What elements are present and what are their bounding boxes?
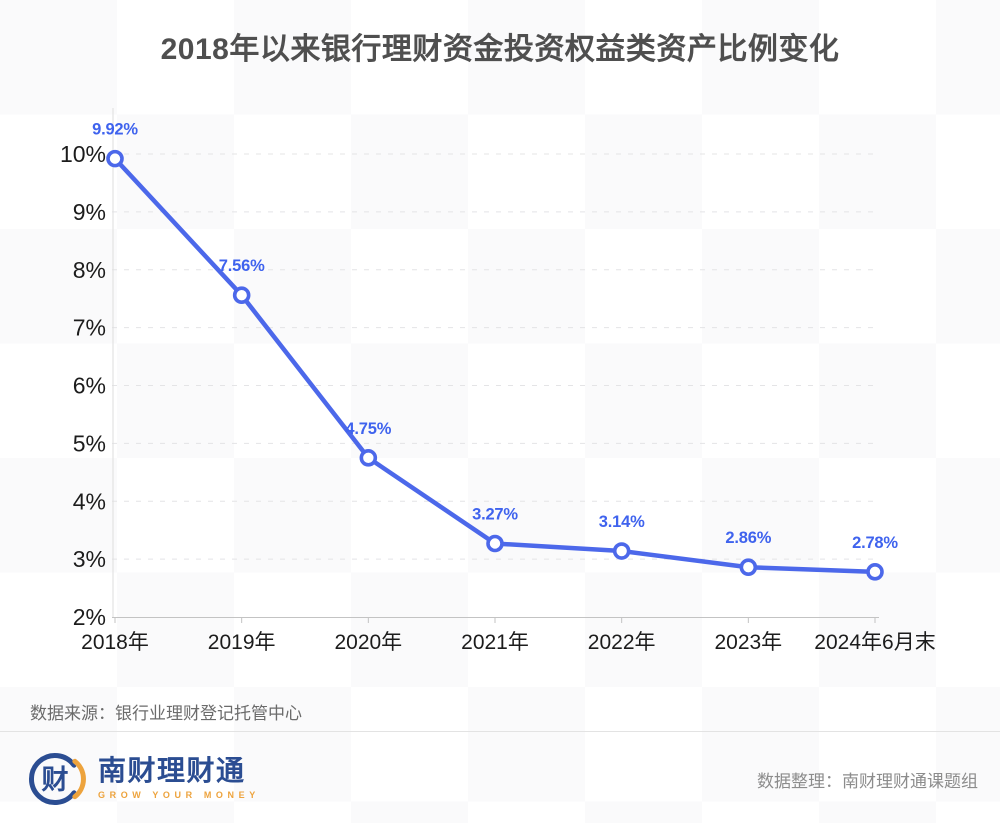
x-tick-label: 2022年 [588, 631, 656, 654]
chart-title: 2018年以来银行理财资金投资权益类资产比例变化 [160, 33, 840, 66]
data-point-marker [866, 563, 884, 581]
data-point-marker [106, 149, 124, 168]
logo-ring [28, 753, 77, 805]
brand-logo-icon: 财 [28, 753, 86, 805]
data-point-label: 3.14% [599, 513, 645, 531]
data-point-marker [739, 558, 758, 577]
source-note: 数据来源：银行业理财登记托管中心 [30, 704, 302, 723]
logo-glyph: 财 [42, 765, 69, 795]
credit-note: 数据整理：南财理财通课题组 [757, 772, 978, 791]
y-tick-label: 2% [73, 604, 106, 630]
y-tick-label: 5% [73, 430, 106, 456]
y-tick-label: 8% [73, 257, 106, 283]
logo-orange-paren-icon [72, 758, 86, 800]
data-point-label: 2.78% [852, 534, 898, 552]
data-point-label: 4.75% [345, 420, 391, 438]
footer-divider [0, 731, 1000, 732]
y-tick-label: 7% [73, 315, 106, 341]
x-tick-label: 2021年 [461, 631, 529, 654]
data-point-label: 2.86% [725, 529, 771, 547]
brand-text: 南财理财通 GROW YOUR MONEY [98, 748, 260, 800]
x-tick-label: 2018年 [81, 631, 149, 654]
brand-slogan: GROW YOUR MONEY [98, 790, 260, 800]
line-chart: 2% 3% 4% 5% 6% 7% 8% 9% 10% 2018年 2019年 2020年 2021年 2… [60, 108, 936, 654]
y-tick-label: 9% [73, 199, 106, 225]
x-tick-label: 2024年6月末 [814, 631, 935, 654]
brand-name: 南财理财通 [98, 755, 246, 786]
x-tick-label: 2023年 [714, 631, 782, 654]
x-tick-label: 2020年 [334, 631, 402, 654]
y-tick-label: 6% [73, 373, 106, 399]
y-tick-label: 10% [60, 141, 106, 167]
data-point-label: 3.27% [472, 505, 518, 523]
y-tick-label: 3% [73, 546, 106, 572]
data-point-marker [486, 534, 504, 553]
y-tick-label: 4% [73, 488, 106, 514]
brand-logo: 财 南财理财通 GROW YOUR MONEY [28, 748, 260, 810]
data-point-marker [612, 542, 631, 560]
data-point-marker [359, 449, 378, 467]
x-tick-label: 2019年 [208, 631, 276, 654]
data-point-marker [232, 286, 251, 305]
data-point-label: 7.56% [219, 257, 265, 275]
data-point-label: 9.92% [92, 121, 138, 139]
